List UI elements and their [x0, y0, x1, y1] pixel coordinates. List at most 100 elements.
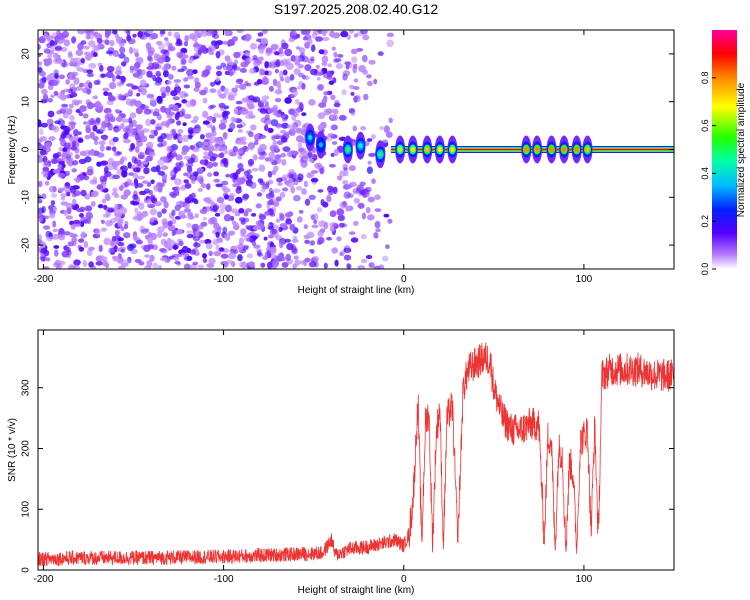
noise-speck	[360, 233, 367, 240]
noise-speck	[117, 115, 122, 122]
noise-speck	[104, 207, 113, 212]
noise-speck	[231, 87, 238, 93]
noise-speck	[323, 221, 329, 230]
noise-speck	[267, 261, 273, 269]
noise-speck	[201, 69, 210, 77]
noise-speck	[194, 81, 201, 89]
noise-speck	[70, 185, 76, 194]
noise-speck	[69, 121, 77, 126]
noise-speck	[373, 232, 379, 239]
noise-speck	[86, 217, 92, 225]
noise-speck	[57, 172, 66, 178]
noise-speck	[239, 261, 245, 268]
snr-series-line	[38, 342, 674, 567]
noise-speck	[261, 43, 266, 50]
noise-speck	[292, 124, 297, 131]
noise-speck	[348, 84, 355, 90]
noise-speck	[294, 55, 300, 61]
tone-burst-layer	[425, 146, 430, 153]
noise-speck	[285, 253, 292, 261]
noise-speck	[352, 125, 357, 132]
noise-speck	[197, 264, 205, 269]
noise-speck	[310, 44, 316, 52]
noise-speck	[230, 261, 236, 268]
noise-speck	[118, 265, 126, 269]
noise-speck	[224, 233, 231, 241]
noise-speck	[71, 168, 77, 173]
noise-speck	[93, 80, 100, 85]
noise-speck	[54, 249, 59, 257]
noise-speck	[63, 88, 71, 93]
noise-speck	[285, 218, 292, 225]
noise-speck	[207, 172, 213, 178]
noise-speck	[95, 228, 101, 236]
noise-speck	[77, 138, 84, 143]
noise-speck	[52, 228, 58, 233]
noise-speck	[121, 170, 128, 178]
noise-speck	[260, 99, 268, 103]
noise-speck	[180, 47, 188, 54]
noise-speck	[109, 39, 115, 47]
noise-speck	[140, 161, 148, 165]
noise-speck	[102, 134, 108, 141]
noise-speck	[112, 136, 119, 143]
noise-speck	[172, 256, 180, 261]
noise-speck	[113, 51, 119, 57]
tone-burst	[532, 135, 543, 164]
noise-speck	[238, 217, 246, 222]
noise-speck	[113, 166, 118, 170]
noise-speck	[151, 101, 157, 107]
noise-speck	[161, 53, 167, 60]
noise-speck	[144, 254, 150, 258]
noise-speck	[362, 69, 368, 75]
noise-speck	[123, 224, 129, 230]
noise-speck	[238, 208, 245, 214]
noise-speck	[386, 32, 394, 38]
noise-speck	[193, 87, 200, 92]
noise-speck	[159, 30, 166, 35]
tone-burst-layer	[378, 151, 383, 157]
noise-speck	[321, 61, 328, 67]
noise-speck	[321, 55, 329, 63]
noise-speck	[71, 192, 77, 198]
noise-speck	[202, 120, 210, 125]
noise-speck	[246, 253, 254, 259]
noise-speck	[160, 86, 167, 94]
noise-speck	[215, 244, 221, 251]
noise-speck	[39, 128, 44, 136]
noise-speck	[109, 116, 116, 123]
noise-speck	[46, 118, 54, 126]
noise-speck	[73, 259, 81, 266]
noise-speck	[374, 220, 381, 229]
noise-speck	[38, 119, 42, 127]
noise-speck	[220, 118, 228, 125]
noise-speck	[38, 217, 44, 222]
noise-speck	[98, 244, 103, 252]
noise-speck	[136, 92, 141, 97]
noise-speck	[52, 52, 59, 59]
noise-speck	[232, 183, 240, 188]
noise-speck	[277, 182, 283, 186]
colorbar-tick-label: 0.2	[700, 215, 710, 228]
noise-speck	[301, 188, 307, 195]
noise-speck	[167, 111, 176, 116]
noise-speck	[173, 167, 178, 174]
noise-speck	[233, 92, 238, 97]
noise-speck	[162, 155, 169, 163]
noise-speck	[195, 230, 200, 237]
noise-speck	[193, 128, 202, 133]
noise-speck	[96, 117, 101, 124]
noise-speck	[269, 246, 277, 254]
noise-speck	[112, 256, 120, 262]
noise-speck	[224, 70, 230, 76]
tone-burst	[434, 135, 445, 164]
noise-speck	[279, 191, 286, 198]
noise-speck	[72, 198, 77, 206]
noise-speck	[78, 82, 85, 88]
noise-speck	[182, 122, 187, 127]
noise-speck	[61, 103, 69, 108]
tone-burst	[422, 135, 433, 164]
noise-speck	[310, 177, 319, 183]
noise-speck	[183, 155, 191, 160]
noise-speck	[113, 127, 119, 133]
